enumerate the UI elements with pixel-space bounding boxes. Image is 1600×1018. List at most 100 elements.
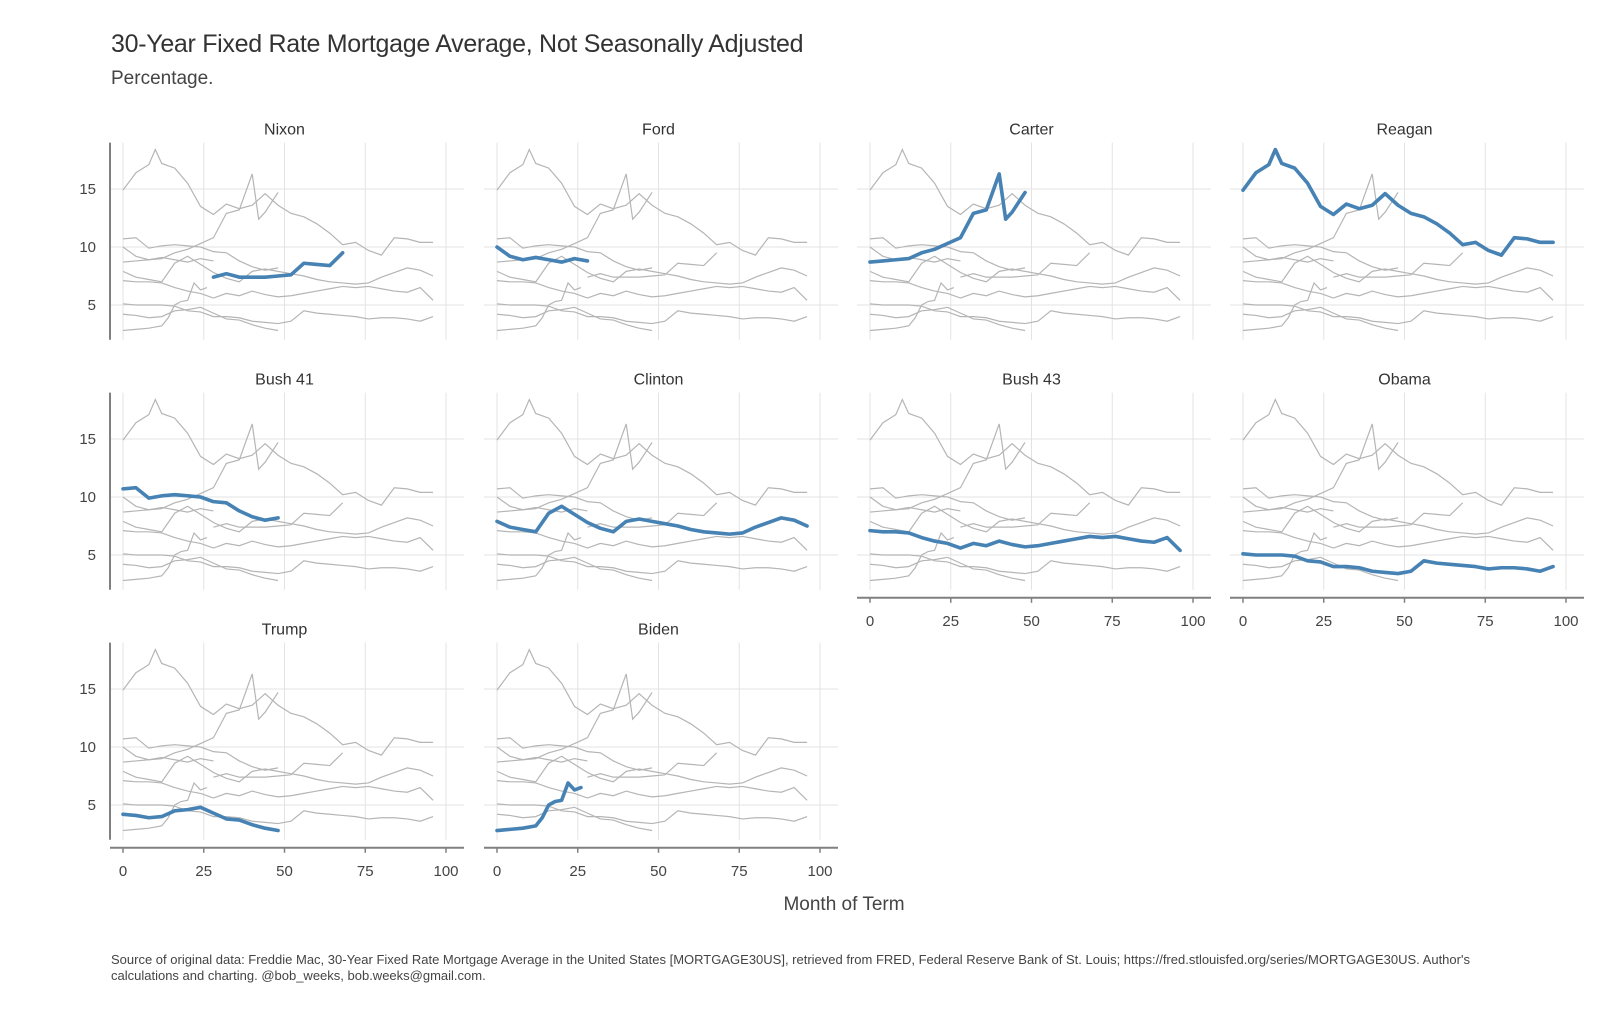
background-series-line [587,502,718,528]
background-series-line [496,746,588,763]
background-series-line [213,502,344,528]
highlight-series-line [495,781,583,833]
background-series-line [122,306,279,332]
background-series-line [122,556,279,582]
panel-title: Bush 43 [1002,372,1061,389]
y-tick-label: 10 [79,489,96,506]
background-series-line [1242,530,1554,551]
background-series-line [496,237,653,271]
background-series-line [122,496,214,513]
background-series-line [122,737,279,771]
panel-title: Biden [638,622,679,639]
panel-title: Carter [1009,122,1054,139]
y-tick-label: 15 [79,431,96,448]
background-series-line [1333,252,1464,278]
background-series-line [496,755,808,785]
background-series-line [1242,487,1399,521]
panel-obama: Obama 0 25 50 75 100 [1230,372,1584,630]
x-tick-label: 0 [1239,613,1247,630]
panel-carter: Carter [857,122,1211,340]
y-tick-label: 5 [88,547,96,564]
background-series-line [122,746,214,763]
background-series-line [122,505,434,535]
background-series-line [122,780,434,801]
background-series-line [1242,246,1334,263]
panel-reagan: Reagan [1230,122,1584,340]
y-tick-label: 5 [88,797,96,814]
highlight-series-line [868,172,1027,264]
x-tick-label: 0 [119,863,127,880]
background-series-line [869,255,1181,285]
background-series-line [1242,505,1554,535]
background-series-line [869,281,955,332]
background-series-line [960,502,1091,528]
highlight-series-line [868,528,1182,553]
x-tick-label: 75 [1477,613,1494,630]
background-series-line [122,755,434,785]
panel-bush-41: Bush 41 5 10 15 [79,372,464,590]
background-series-line [496,148,808,256]
y-tick-label: 10 [79,739,96,756]
background-series-line [496,496,588,513]
background-series-line [122,673,279,763]
x-tick-label: 75 [731,863,748,880]
highlight-series-line [1241,147,1555,257]
background-series-line [496,487,653,521]
background-series-line [122,531,208,582]
highlight-series-line [1241,552,1555,576]
background-series-line [869,280,1181,301]
background-series-line [869,505,1181,535]
panel-biden: Biden 0 25 50 75 100 [484,622,838,880]
background-series-line [496,423,653,513]
background-series-line [496,780,808,801]
background-series-line [1242,423,1399,513]
panel-title: Ford [642,122,675,139]
x-tick-label: 100 [807,863,832,880]
background-series-line [122,173,279,263]
y-tick-label: 10 [79,239,96,256]
background-series-line [122,530,434,551]
background-series-line [496,737,653,771]
background-series-line [496,673,653,763]
x-tick-label: 100 [1553,613,1578,630]
background-series-line [496,281,582,332]
background-series-line [213,752,344,778]
background-series-line [1242,280,1554,301]
highlight-series-line [121,485,280,523]
panel-clinton: Clinton [484,372,838,590]
x-tick-label: 25 [569,863,586,880]
x-tick-label: 50 [1023,613,1040,630]
panel-nixon: Nixon 5 10 15 [79,122,464,340]
x-tick-label: 0 [493,863,501,880]
x-tick-label: 50 [1396,613,1413,630]
panel-title: Clinton [634,372,684,389]
background-series-line [1242,556,1399,582]
panel-title: Obama [1378,372,1431,389]
y-tick-label: 15 [79,181,96,198]
x-tick-label: 75 [1104,613,1121,630]
background-series-line [1242,306,1399,332]
background-series-line [122,148,434,256]
x-tick-label: 50 [276,863,293,880]
x-tick-label: 50 [650,863,667,880]
background-series-line [122,398,434,506]
background-series-line [122,281,208,332]
highlight-series-line [211,251,345,279]
chart-subtitle: Percentage. [111,68,214,89]
x-axis-label: Month of Term [783,894,905,915]
panel-title: Nixon [264,122,305,139]
panel-trump: Trump 5 10 15 0 25 50 75 100 [79,622,464,880]
background-series-line [122,280,434,301]
background-series-line [122,246,214,263]
background-series-line [496,648,808,756]
background-series-line [1242,496,1334,513]
background-series-line [587,252,718,278]
panel-title: Trump [262,622,308,639]
chart-title: 30-Year Fixed Rate Mortgage Average, Not… [111,30,804,58]
background-series-line [869,148,1181,256]
x-tick-label: 0 [866,613,874,630]
background-series-line [122,423,279,513]
source-note: Source of original data: Freddie Mac, 30… [111,952,1470,983]
background-series-line [869,237,1026,271]
